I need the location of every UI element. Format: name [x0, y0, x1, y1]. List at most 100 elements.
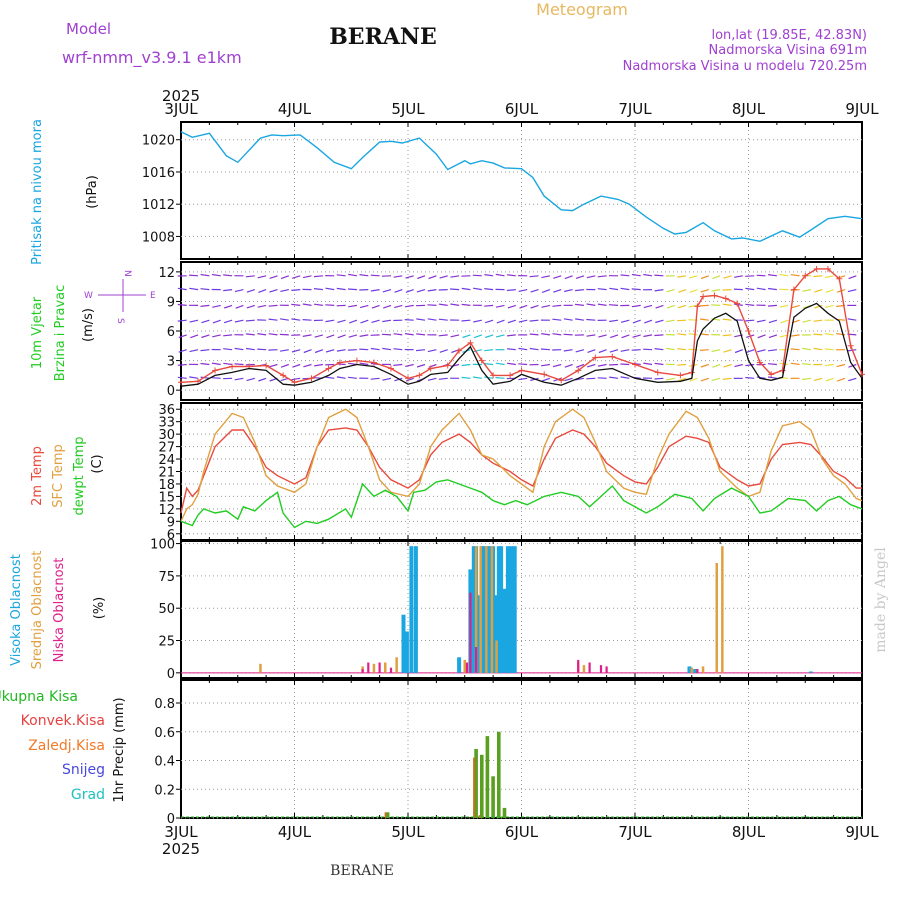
wind-arrow: [621, 320, 629, 322]
pressure-ylabel-2: (hPa): [85, 175, 100, 209]
precip-panel: 00.20.40.60.8: [154, 680, 862, 827]
wind-arrow: [848, 319, 857, 320]
wind-arrow: [235, 378, 244, 380]
x-tick-label-bottom: 6JUL: [505, 823, 539, 841]
wind-arrow: [327, 335, 335, 338]
wind-arrow: [552, 305, 561, 306]
temp-2m-line: [181, 428, 862, 513]
wind-arrow: [802, 348, 811, 349]
wind-arrow: [745, 378, 754, 379]
wind-arrow: [711, 305, 720, 306]
wind-arrow: [371, 378, 380, 379]
wind-arrow: [382, 320, 391, 321]
wind-arrow: [768, 305, 777, 306]
wind-arrow: [712, 378, 720, 380]
wind-arrow: [587, 276, 595, 278]
wind-arrow: [609, 365, 618, 366]
wind-arrow: [394, 334, 403, 335]
cloud-bar-low: [390, 668, 392, 673]
temp-ylabel-sfc: SFC Temp: [51, 444, 66, 508]
wind-arrow: [723, 335, 732, 336]
cloud-bar-low: [606, 666, 608, 673]
wind-arrow: [541, 365, 550, 366]
model-label: Model: [66, 20, 111, 38]
x-tick-label-top: 4JUL: [278, 100, 312, 118]
wind-arrow: [575, 319, 584, 320]
wind-arrow: [757, 350, 765, 352]
wind-arrow: [291, 304, 300, 305]
wind-arrow: [280, 319, 289, 320]
wind-arrow: [417, 276, 425, 279]
wind-arrow: [372, 305, 380, 308]
wind-arrow: [473, 275, 482, 276]
wind-arrow: [179, 335, 187, 338]
wind-arrow: [768, 289, 777, 290]
wind-arrow: [667, 305, 675, 308]
wind-arrow: [745, 288, 754, 289]
wind-arrow: [484, 350, 493, 351]
temp-ylabel-dewpt: dewpt Temp: [72, 436, 87, 515]
y-tick-label: 12: [158, 266, 175, 281]
model-name: wrf-nmm_v3.9.1 e1km: [62, 48, 242, 68]
wind-arrow: [667, 290, 675, 292]
wind-arrow: [553, 365, 561, 367]
wind-arrow: [212, 363, 221, 364]
wind-arrow: [349, 335, 357, 337]
wind-arrow: [677, 349, 686, 350]
wind-arrow: [428, 319, 437, 320]
wind-arrow: [223, 335, 232, 336]
legend-snow: Snijeg: [62, 762, 105, 778]
wind-arrow: [825, 365, 834, 366]
wind-arrow: [848, 378, 856, 380]
wind-arrow: [564, 290, 572, 292]
wind-arrow: [531, 290, 539, 293]
wind-arrow: [405, 334, 414, 335]
wind-arrow: [791, 275, 800, 276]
wind-arrow: [518, 378, 527, 379]
wind-arrow: [507, 363, 516, 364]
wind-arrow: [565, 276, 573, 279]
wind-arrow: [609, 288, 618, 289]
cloud-bar-low: [379, 663, 381, 673]
wind-arrow: [348, 289, 357, 290]
wind-arrow: [326, 350, 334, 352]
y-tick-label: 100: [150, 538, 175, 553]
wind-arrow: [360, 305, 368, 307]
y-tick-label: 1008: [142, 230, 175, 245]
wind-arrow: [712, 290, 721, 292]
wind-arrow: [552, 319, 561, 320]
wind-arrow: [235, 364, 244, 365]
wind-arrow: [360, 363, 369, 364]
wind-arrow: [769, 335, 777, 338]
x-tick-label-bottom: 8JUL: [732, 823, 766, 841]
wind-arrow: [553, 290, 561, 293]
wind-arrow: [768, 364, 777, 365]
y-tick-label: 25: [158, 635, 175, 650]
wind-arrow: [474, 335, 482, 338]
wind-arrow: [632, 275, 641, 276]
wind-arrow: [428, 350, 437, 352]
wind-arrow: [564, 319, 573, 320]
wind-arrow: [395, 290, 403, 293]
compass-east: E: [150, 291, 156, 301]
wind-arrow: [462, 365, 471, 366]
y-tick-label: 0: [167, 667, 175, 682]
wind-arrow: [507, 349, 516, 350]
x-tick-label-top: 9JUL: [845, 100, 879, 118]
wind-arrow: [416, 319, 425, 320]
wind-arrow: [803, 320, 811, 322]
wind-arrow: [745, 276, 754, 277]
y-tick-label: 0.8: [154, 697, 175, 712]
wind-arrow: [451, 365, 459, 367]
wind-arrow: [406, 290, 414, 293]
wind-arrow: [723, 290, 732, 291]
wind-arrow: [348, 377, 357, 378]
wind-arrow: [201, 335, 209, 338]
wind-arrow: [201, 305, 210, 306]
wind-arrow: [462, 304, 471, 305]
wind-arrow: [735, 365, 743, 367]
wind-arrow: [621, 377, 630, 378]
wind-arrow: [315, 350, 323, 353]
cloud-bar-mid: [485, 546, 488, 673]
